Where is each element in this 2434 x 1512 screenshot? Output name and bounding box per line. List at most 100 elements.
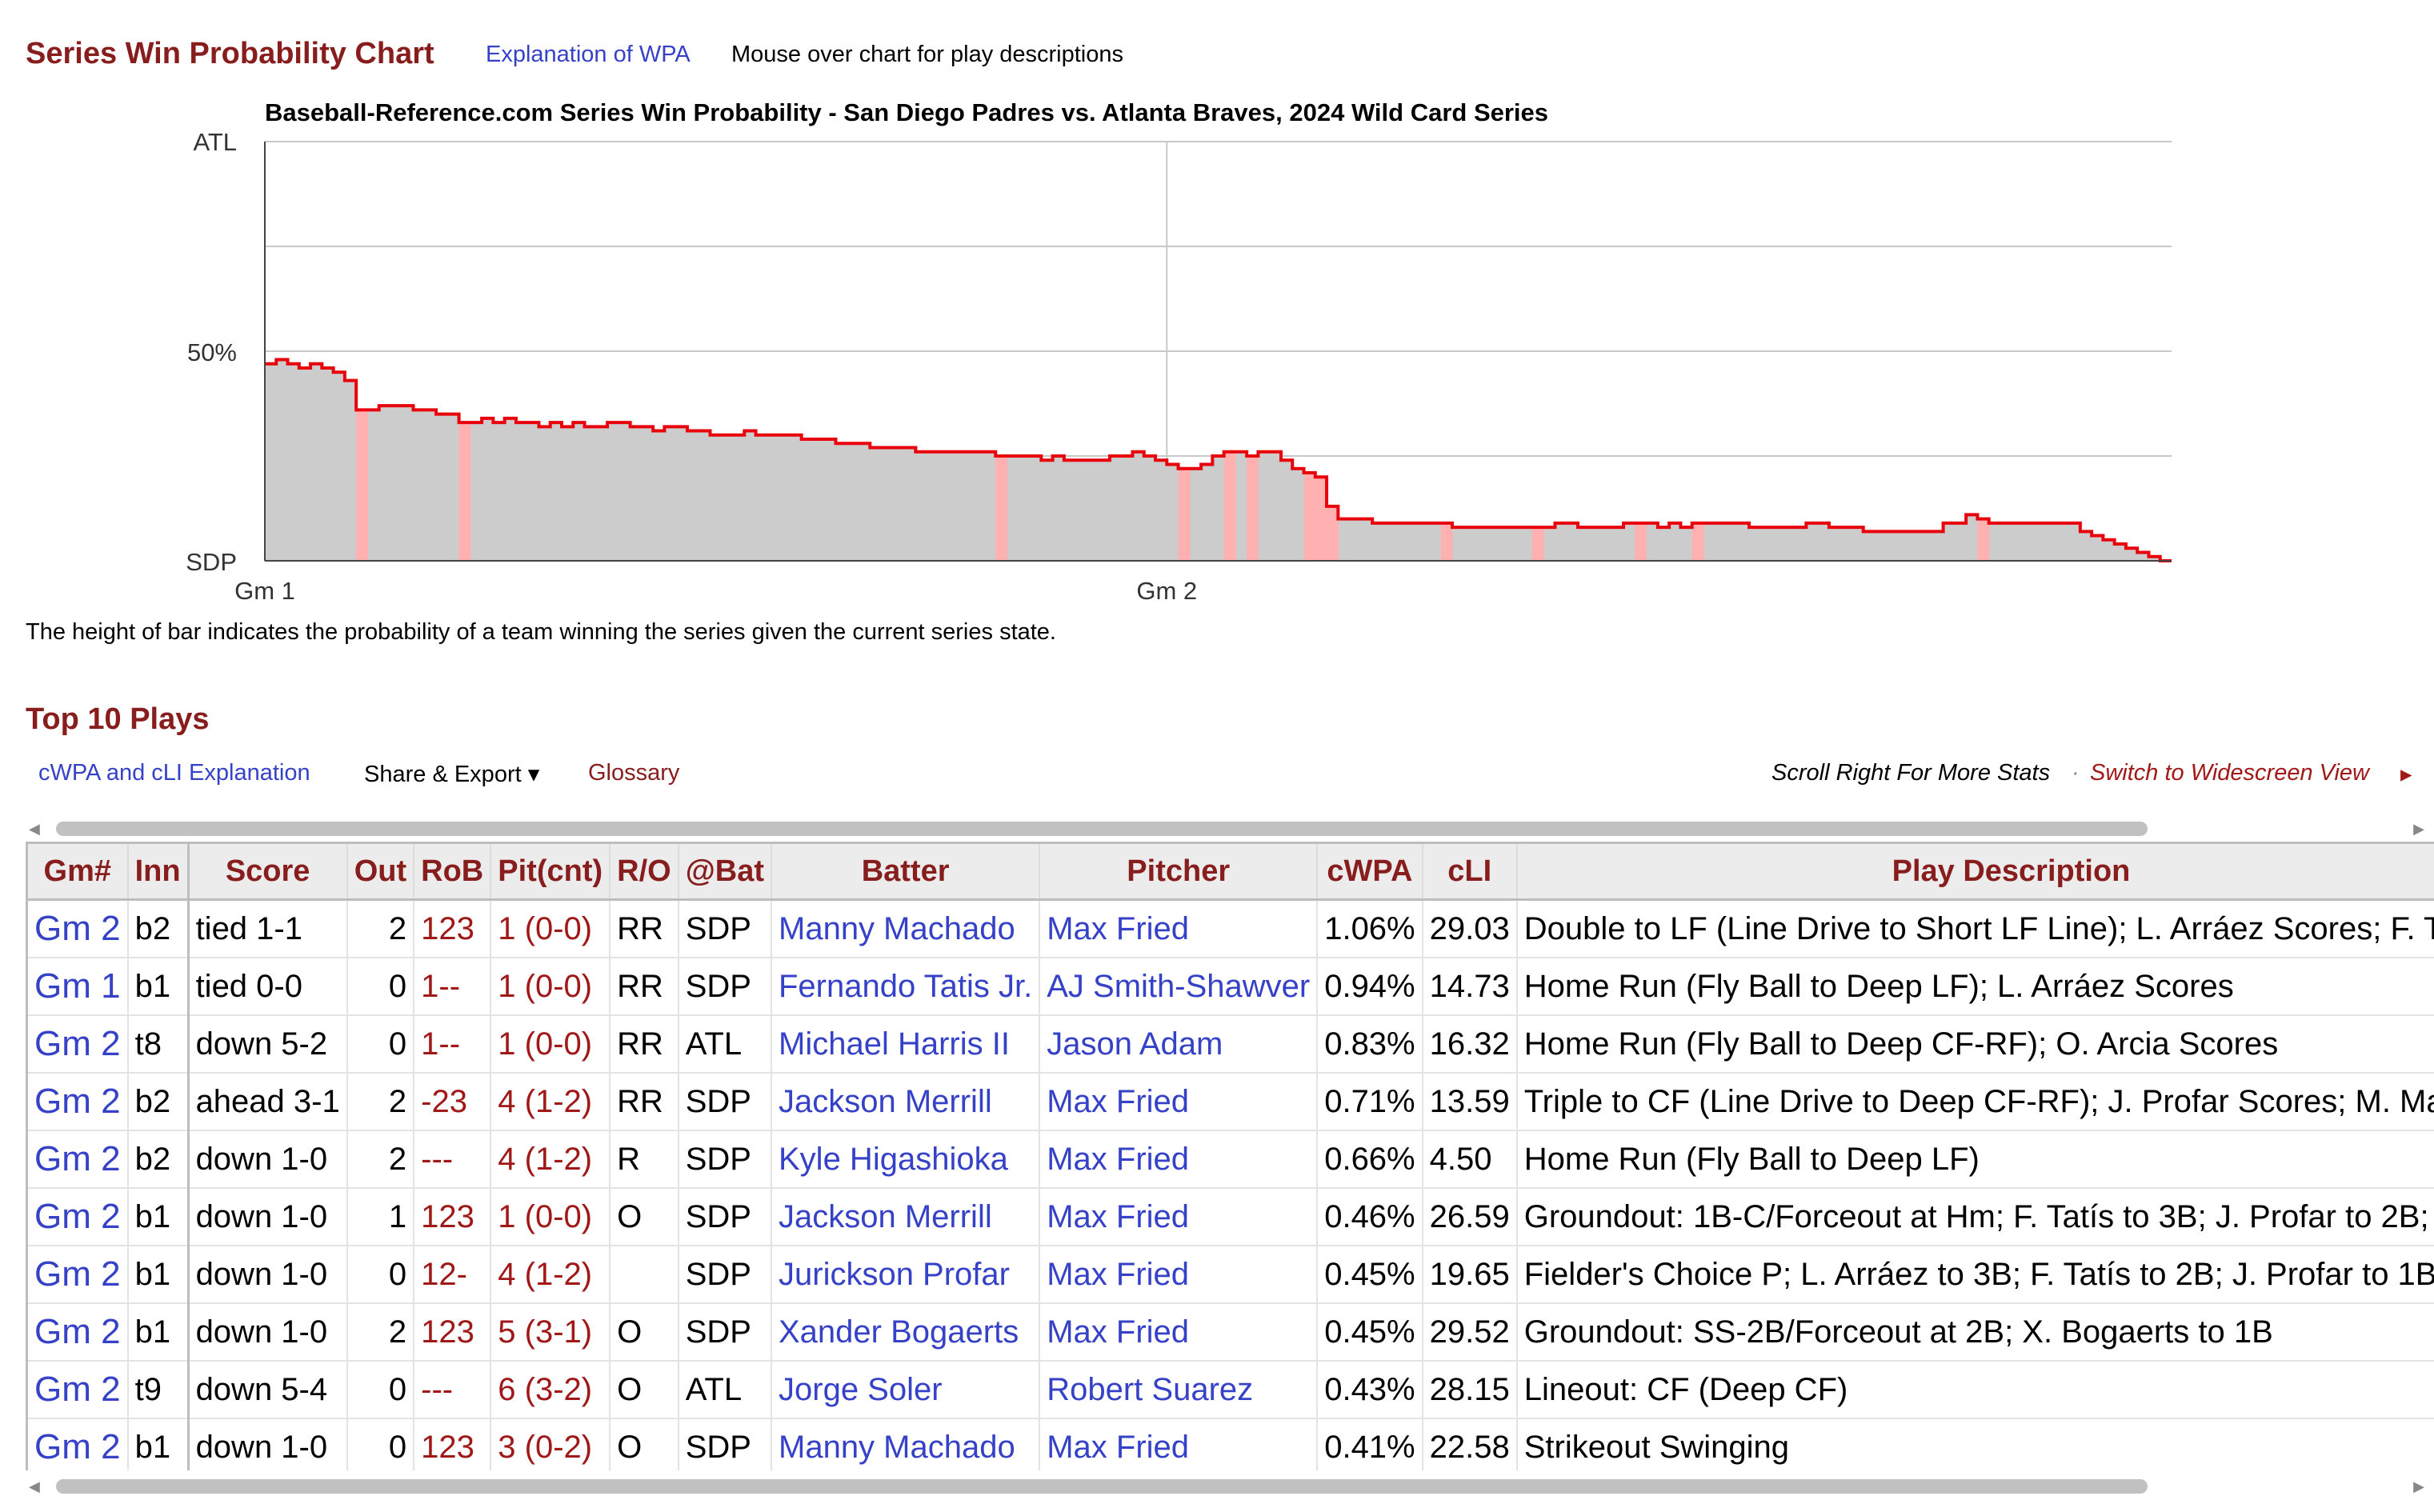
game-link[interactable]: Gm 2 <box>26 1130 129 1189</box>
column-header[interactable]: RoB <box>414 842 492 901</box>
at-bat-team-cell: SDP <box>678 1130 773 1189</box>
runners-on-base-cell: 123 <box>414 1188 492 1246</box>
game-link[interactable]: Gm 1 <box>26 958 129 1016</box>
runs-outs-cell: RR <box>610 1073 679 1131</box>
at-bat-team-cell: SDP <box>678 1188 773 1246</box>
at-bat-team-cell: SDP <box>678 1418 773 1470</box>
game-link[interactable]: Gm 2 <box>26 1361 129 1419</box>
game-link[interactable]: Gm 2 <box>26 1303 129 1362</box>
score-cell: down 1-0 <box>188 1303 348 1362</box>
cli-cell: 19.65 <box>1422 1246 1518 1304</box>
play-description-cell: Groundout: 1B-C/Forceout at Hm; F. Tatís… <box>1516 1188 2434 1246</box>
highlight-bar <box>1303 472 1316 561</box>
scroll-right-arrow-icon[interactable]: ▶ <box>2413 821 2424 837</box>
horizontal-scrollbar-top[interactable]: ◀ ▶ <box>26 818 2424 840</box>
horizontal-scrollbar-bottom[interactable]: ◀ ▶ <box>26 1475 2424 1498</box>
pitch-count-cell: 1 (0-0) <box>490 1015 611 1074</box>
pitch-count-cell: 3 (0-2) <box>490 1418 611 1470</box>
scroll-right-arrow-icon[interactable]: ▶ <box>2413 1478 2424 1494</box>
column-header[interactable]: Inn <box>127 842 190 901</box>
outs-cell: 2 <box>346 1073 415 1131</box>
batter-link[interactable]: Xander Bogaerts <box>771 1303 1041 1362</box>
score-cell: down 5-2 <box>188 1015 348 1074</box>
score-cell: down 1-0 <box>188 1130 348 1189</box>
pitcher-link[interactable]: AJ Smith-Shawver <box>1039 958 1319 1016</box>
y-label-sdp: SDP <box>186 548 237 576</box>
pitch-count-cell: 1 (0-0) <box>490 899 611 958</box>
column-header[interactable]: Pitcher <box>1039 842 1319 901</box>
pitcher-link[interactable]: Max Fried <box>1039 1130 1319 1189</box>
column-header[interactable]: Play Description <box>1516 842 2434 901</box>
pitcher-link[interactable]: Max Fried <box>1039 1073 1319 1131</box>
batter-link[interactable]: Manny Machado <box>771 1418 1041 1470</box>
column-header[interactable]: cLI <box>1422 842 1518 901</box>
win-probability-chart[interactable]: Baseball-Reference.com Series Win Probab… <box>0 0 2434 608</box>
game-link[interactable]: Gm 2 <box>26 899 129 958</box>
scrollbar-thumb[interactable] <box>56 1479 2148 1494</box>
inning-cell: b2 <box>127 899 190 958</box>
column-header[interactable]: Gm# <box>26 842 129 901</box>
outs-cell: 0 <box>346 958 415 1016</box>
at-bat-team-cell: SDP <box>678 958 773 1016</box>
column-header[interactable]: Out <box>346 842 415 901</box>
batter-link[interactable]: Michael Harris II <box>771 1015 1041 1074</box>
batter-link[interactable]: Kyle Higashioka <box>771 1130 1041 1189</box>
game-link[interactable]: Gm 2 <box>26 1418 129 1470</box>
column-header[interactable]: Batter <box>771 842 1041 901</box>
game-link[interactable]: Gm 2 <box>26 1188 129 1246</box>
probability-line <box>265 358 2172 562</box>
pitcher-link[interactable]: Robert Suarez <box>1039 1361 1319 1419</box>
scroll-left-arrow-icon[interactable]: ◀ <box>29 1478 40 1494</box>
pitcher-link[interactable]: Max Fried <box>1039 1246 1319 1304</box>
scroll-left-arrow-icon[interactable]: ◀ <box>29 821 40 837</box>
cwpa-cell: 0.83% <box>1317 1015 1423 1074</box>
cli-cell: 26.59 <box>1422 1188 1518 1246</box>
widescreen-arrow-icon[interactable]: ▸ <box>2400 762 2412 787</box>
pitcher-link[interactable]: Jason Adam <box>1039 1015 1319 1074</box>
pitcher-link[interactable]: Max Fried <box>1039 1188 1319 1246</box>
column-header[interactable]: Pit(cnt) <box>490 842 611 901</box>
column-header[interactable]: @Bat <box>678 842 773 901</box>
runners-on-base-cell: -23 <box>414 1073 492 1131</box>
glossary-link[interactable]: Glossary <box>588 760 680 786</box>
pitcher-link[interactable]: Max Fried <box>1039 1418 1319 1470</box>
table-row: Gm 2 b1 down 1-0 2 123 5 (3-1) O SDP Xander Boga… <box>26 1303 2434 1362</box>
at-bat-team-cell: SDP <box>678 899 773 958</box>
widescreen-link[interactable]: Switch to Widescreen View <box>2090 760 2369 786</box>
cwpa-cell: 0.66% <box>1317 1130 1423 1189</box>
cwpa-cell: 0.45% <box>1317 1246 1423 1304</box>
score-cell: down 1-0 <box>188 1418 348 1470</box>
cli-cell: 29.52 <box>1422 1303 1518 1362</box>
pitcher-link[interactable]: Max Fried <box>1039 1303 1319 1362</box>
scrollbar-thumb[interactable] <box>56 822 2148 836</box>
batter-link[interactable]: Jackson Merrill <box>771 1188 1041 1246</box>
runs-outs-cell <box>610 1246 679 1304</box>
highlight-bar <box>356 410 368 561</box>
game-link[interactable]: Gm 2 <box>26 1073 129 1131</box>
batter-link[interactable]: Jorge Soler <box>771 1361 1041 1419</box>
cwpa-cell: 0.94% <box>1317 958 1423 1016</box>
runs-outs-cell: O <box>610 1361 679 1419</box>
game-link[interactable]: Gm 2 <box>26 1246 129 1304</box>
highlight-bar <box>1977 518 1990 561</box>
play-description-cell: Fielder's Choice P; L. Arráez to 3B; F. … <box>1516 1246 2434 1304</box>
batter-link[interactable]: Manny Machado <box>771 899 1041 958</box>
runs-outs-cell: O <box>610 1418 679 1470</box>
column-header[interactable]: R/O <box>610 842 679 901</box>
batter-link[interactable]: Fernando Tatis Jr. <box>771 958 1041 1016</box>
cli-cell: 4.50 <box>1422 1130 1518 1189</box>
table-row: Gm 1 b1 tied 0-0 0 1-- 1 (0-0) RR SDP Fernando T… <box>26 958 2434 1016</box>
share-export-menu[interactable]: Share & Export ▾ <box>364 762 540 787</box>
batter-link[interactable]: Jackson Merrill <box>771 1073 1041 1131</box>
outs-cell: 0 <box>346 1361 415 1419</box>
wpa-explanation-link[interactable]: Explanation of WPA <box>486 42 691 67</box>
cwpa-cell: 0.45% <box>1317 1303 1423 1362</box>
game-link[interactable]: Gm 2 <box>26 1015 129 1074</box>
pitcher-link[interactable]: Max Fried <box>1039 899 1319 958</box>
column-header[interactable]: cWPA <box>1317 842 1423 901</box>
runs-outs-cell: O <box>610 1188 679 1246</box>
column-header[interactable]: Score <box>188 842 348 901</box>
page-title: Series Win Probability Chart <box>26 37 434 70</box>
batter-link[interactable]: Jurickson Profar <box>771 1246 1041 1304</box>
cwpa-explanation-link[interactable]: cWPA and cLI Explanation <box>38 760 310 786</box>
